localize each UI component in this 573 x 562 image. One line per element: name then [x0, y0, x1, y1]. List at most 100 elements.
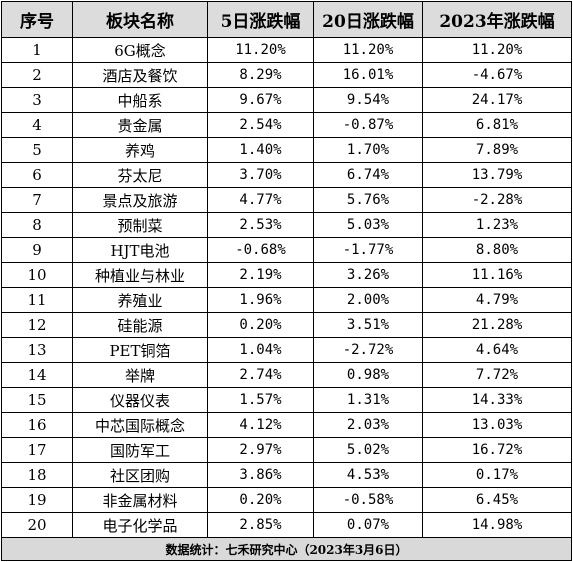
change-ytd: 13.79%	[422, 162, 572, 188]
table-row: 1 6G概念 11.20% 11.20% 11.20%	[1, 37, 572, 63]
change-20day: 1.70%	[313, 137, 423, 163]
change-5day: 11.20%	[207, 37, 314, 63]
row-index: 6	[1, 162, 73, 188]
change-ytd: 6.45%	[422, 487, 572, 513]
change-5day: 0.20%	[207, 312, 314, 338]
sector-name: HJT电池	[72, 237, 208, 263]
table-row: 15 仪器仪表 1.57% 1.31% 14.33%	[1, 387, 572, 413]
header-ytd-change: 2023年涨跌幅	[422, 1, 572, 38]
table-row: 2 酒店及餐饮 8.29% 16.01% -4.67%	[1, 62, 572, 88]
change-20day: -0.87%	[313, 112, 423, 138]
change-5day: 2.19%	[207, 262, 314, 288]
sector-name: 预制菜	[72, 212, 208, 238]
change-ytd: 7.89%	[422, 137, 572, 163]
sector-name: 非金属材料	[72, 487, 208, 513]
table-row: 19 非金属材料 0.20% -0.58% 6.45%	[1, 487, 572, 513]
sector-name: 酒店及餐饮	[72, 62, 208, 88]
header-row: 序号 板块名称 5日涨跌幅 20日涨跌幅 2023年涨跌幅	[1, 1, 572, 38]
change-ytd: 14.33%	[422, 387, 572, 413]
change-ytd: 1.23%	[422, 212, 572, 238]
change-ytd: 11.20%	[422, 37, 572, 63]
table-row: 9 HJT电池 -0.68% -1.77% 8.80%	[1, 237, 572, 263]
table-row: 20 电子化学品 2.85% 0.07% 14.98%	[1, 512, 572, 538]
change-ytd: 21.28%	[422, 312, 572, 338]
header-20day-change: 20日涨跌幅	[313, 1, 423, 38]
row-index: 2	[1, 62, 73, 88]
change-ytd: 11.16%	[422, 262, 572, 288]
change-ytd: 7.72%	[422, 362, 572, 388]
change-5day: 3.70%	[207, 162, 314, 188]
change-20day: 1.31%	[313, 387, 423, 413]
change-5day: 2.53%	[207, 212, 314, 238]
sector-name: 举牌	[72, 362, 208, 388]
change-ytd: -2.28%	[422, 187, 572, 213]
change-ytd: 14.98%	[422, 512, 572, 538]
table-row: 16 中芯国际概念 4.12% 2.03% 13.03%	[1, 412, 572, 438]
sector-name: 中船系	[72, 87, 208, 113]
change-20day: 2.00%	[313, 287, 423, 313]
sector-name: 景点及旅游	[72, 187, 208, 213]
table-row: 3 中船系 9.67% 9.54% 24.17%	[1, 87, 572, 113]
change-5day: 0.20%	[207, 487, 314, 513]
row-index: 13	[1, 337, 73, 363]
row-index: 16	[1, 412, 73, 438]
table-row: 7 景点及旅游 4.77% 5.76% -2.28%	[1, 187, 572, 213]
table-row: 6 芬太尼 3.70% 6.74% 13.79%	[1, 162, 572, 188]
table-row: 17 国防军工 2.97% 5.02% 16.72%	[1, 437, 572, 463]
row-index: 18	[1, 462, 73, 488]
change-ytd: 24.17%	[422, 87, 572, 113]
row-index: 9	[1, 237, 73, 263]
table-row: 4 贵金属 2.54% -0.87% 6.81%	[1, 112, 572, 138]
change-5day: 2.97%	[207, 437, 314, 463]
change-ytd: 0.17%	[422, 462, 572, 488]
change-20day: 5.76%	[313, 187, 423, 213]
table-row: 13 PET铜箔 1.04% -2.72% 4.64%	[1, 337, 572, 363]
change-ytd: 4.79%	[422, 287, 572, 313]
change-5day: 3.86%	[207, 462, 314, 488]
change-20day: 16.01%	[313, 62, 423, 88]
change-20day: 4.53%	[313, 462, 423, 488]
sector-name: 硅能源	[72, 312, 208, 338]
sector-name: 仪器仪表	[72, 387, 208, 413]
change-5day: 2.85%	[207, 512, 314, 538]
table-row: 5 养鸡 1.40% 1.70% 7.89%	[1, 137, 572, 163]
row-index: 3	[1, 87, 73, 113]
row-index: 8	[1, 212, 73, 238]
change-5day: 2.54%	[207, 112, 314, 138]
table-row: 11 养殖业 1.96% 2.00% 4.79%	[1, 287, 572, 313]
row-index: 14	[1, 362, 73, 388]
sector-name: 中芯国际概念	[72, 412, 208, 438]
change-20day: 6.74%	[313, 162, 423, 188]
header-sector-name: 板块名称	[72, 1, 208, 38]
change-20day: 3.51%	[313, 312, 423, 338]
change-5day: -0.68%	[207, 237, 314, 263]
table-row: 14 举牌 2.74% 0.98% 7.72%	[1, 362, 572, 388]
sector-name: 电子化学品	[72, 512, 208, 538]
header-index: 序号	[1, 1, 73, 38]
row-index: 5	[1, 137, 73, 163]
change-ytd: -4.67%	[422, 62, 572, 88]
row-index: 10	[1, 262, 73, 288]
change-ytd: 8.80%	[422, 237, 572, 263]
change-5day: 2.74%	[207, 362, 314, 388]
header-5day-change: 5日涨跌幅	[207, 1, 314, 38]
change-5day: 4.12%	[207, 412, 314, 438]
table-row: 18 社区团购 3.86% 4.53% 0.17%	[1, 462, 572, 488]
sector-name: 养殖业	[72, 287, 208, 313]
change-20day: -1.77%	[313, 237, 423, 263]
row-index: 17	[1, 437, 73, 463]
change-20day: 9.54%	[313, 87, 423, 113]
sector-name: 养鸡	[72, 137, 208, 163]
change-5day: 1.57%	[207, 387, 314, 413]
table-row: 10 种植业与林业 2.19% 3.26% 11.16%	[1, 262, 572, 288]
data-source-note: 数据统计：七禾研究中心（2023年3月6日）	[1, 537, 572, 561]
change-20day: 0.07%	[313, 512, 423, 538]
change-20day: 0.98%	[313, 362, 423, 388]
row-index: 4	[1, 112, 73, 138]
change-ytd: 13.03%	[422, 412, 572, 438]
sector-name: 国防军工	[72, 437, 208, 463]
sector-name: 社区团购	[72, 462, 208, 488]
change-5day: 1.40%	[207, 137, 314, 163]
